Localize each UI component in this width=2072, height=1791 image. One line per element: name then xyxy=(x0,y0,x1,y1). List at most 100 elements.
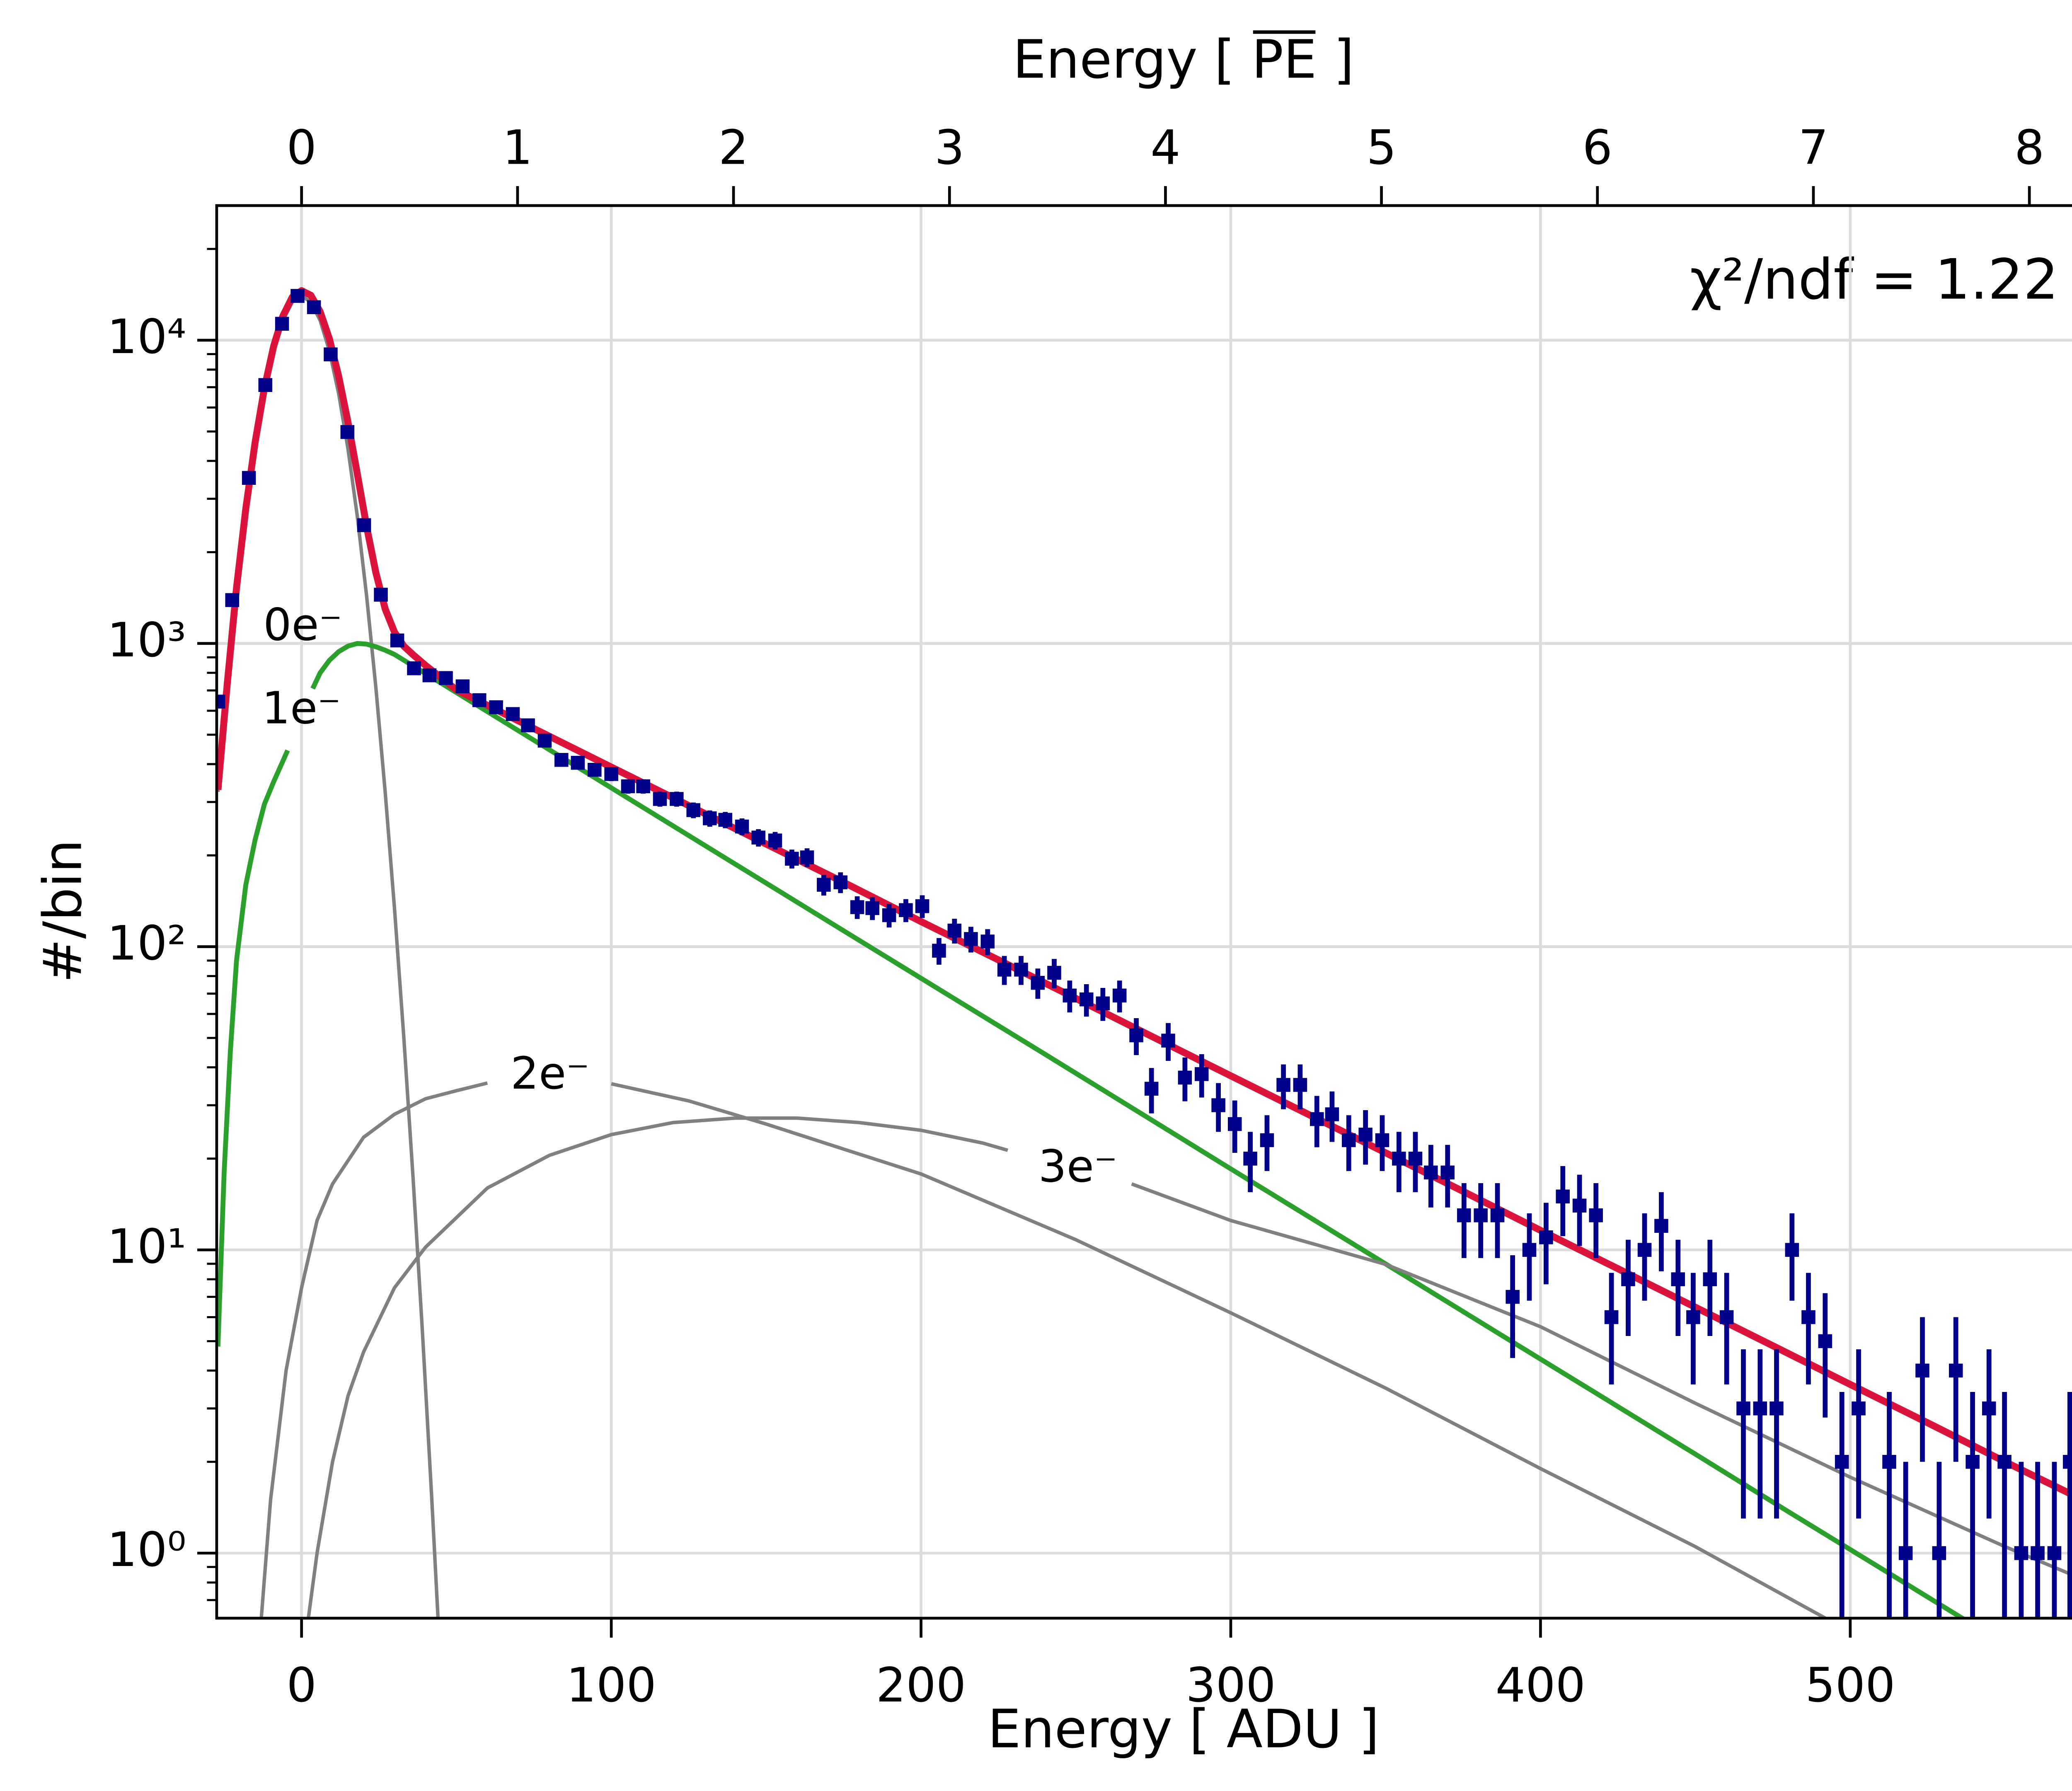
data-point xyxy=(407,661,421,675)
data-point xyxy=(489,700,503,714)
data-point xyxy=(670,792,684,806)
data-point xyxy=(1424,1165,1438,1180)
curve xyxy=(306,1116,2072,1619)
y-axis-label: #/bin xyxy=(33,840,94,983)
data-point xyxy=(1882,1455,1896,1469)
data-point xyxy=(1556,1189,1570,1204)
data-point xyxy=(817,878,831,892)
data-point xyxy=(506,707,520,721)
data-point xyxy=(1031,975,1045,990)
data-point xyxy=(1047,966,1061,980)
data-point xyxy=(1852,1401,1866,1416)
data-point xyxy=(1835,1455,1849,1469)
data-point xyxy=(850,900,864,914)
data-point xyxy=(1572,1198,1587,1213)
x2-label-part: PE xyxy=(1251,29,1317,91)
data-point xyxy=(422,668,437,683)
plot-frame xyxy=(215,204,2072,1620)
data-point xyxy=(947,923,962,938)
data-point xyxy=(604,767,618,781)
data-point xyxy=(1392,1152,1406,1166)
data-point xyxy=(1079,992,1094,1007)
data-point xyxy=(1144,1082,1159,1096)
curve-label: 1e⁻ xyxy=(262,682,341,734)
data-point xyxy=(1243,1152,1257,1166)
data-point xyxy=(2047,1546,2062,1560)
data-point xyxy=(1932,1546,1946,1560)
data-point xyxy=(899,903,913,917)
data-point xyxy=(636,779,650,794)
x2-tick-label: 7 xyxy=(1798,120,1829,175)
data-point xyxy=(1375,1133,1389,1147)
data-point xyxy=(472,693,487,707)
data-point xyxy=(1997,1455,2011,1469)
data-point xyxy=(258,378,273,392)
data-point xyxy=(1440,1165,1455,1180)
curve xyxy=(259,1081,1829,1619)
data-point xyxy=(1506,1290,1520,1304)
data-point xyxy=(865,901,879,915)
data-point xyxy=(653,792,667,806)
data-point xyxy=(1769,1401,1784,1416)
x2-axis-label: Energy [ PE ] xyxy=(1013,29,1354,91)
data-point xyxy=(1965,1455,1980,1469)
data-point xyxy=(1703,1272,1717,1286)
data-point xyxy=(1129,1028,1143,1043)
data-point xyxy=(1818,1334,1832,1348)
data-point xyxy=(374,588,388,602)
data-point xyxy=(882,908,896,922)
y-tick-label: 10⁴ xyxy=(107,309,186,364)
y-tick-label: 10¹ xyxy=(107,1219,186,1274)
data-point xyxy=(2014,1546,2028,1560)
data-point xyxy=(1276,1078,1290,1092)
data-point xyxy=(1671,1272,1685,1286)
data-point xyxy=(1096,996,1110,1011)
data-point xyxy=(340,425,355,439)
data-point xyxy=(1719,1310,1734,1324)
data-point xyxy=(225,593,240,607)
data-point xyxy=(932,944,946,958)
y-tick-label: 10⁰ xyxy=(107,1522,186,1577)
x-tick-label: 100 xyxy=(566,1658,656,1713)
data-point xyxy=(833,875,847,889)
x2-label-part: Energy [ xyxy=(1013,29,1252,91)
x-tick-label: 0 xyxy=(286,1658,317,1713)
data-point xyxy=(1112,988,1127,1003)
data-point xyxy=(1753,1401,1767,1416)
data-point xyxy=(1474,1208,1488,1222)
x-tick-label: 200 xyxy=(876,1658,966,1713)
x2-label-part: ] xyxy=(1317,29,1354,91)
data-point xyxy=(1293,1078,1307,1092)
data-point xyxy=(1325,1107,1339,1121)
data-point xyxy=(439,671,453,685)
data-point xyxy=(1539,1230,1553,1244)
data-point xyxy=(800,850,814,864)
data-point xyxy=(1161,1033,1175,1048)
data-point xyxy=(621,779,635,794)
x-tick-label: 300 xyxy=(1186,1658,1276,1713)
x-tick-label: 500 xyxy=(1805,1658,1895,1713)
curve-label: 3e⁻ xyxy=(1038,1141,1118,1193)
data-point xyxy=(1457,1208,1471,1222)
data-point xyxy=(1898,1546,1913,1560)
data-point xyxy=(2031,1546,2045,1560)
curve xyxy=(216,641,1967,1619)
data-point xyxy=(1408,1152,1423,1166)
data-point xyxy=(686,803,700,817)
data-point xyxy=(275,317,289,331)
data-point xyxy=(964,932,978,946)
data-point xyxy=(2063,1455,2072,1469)
data-point xyxy=(997,963,1012,977)
data-point xyxy=(1686,1310,1700,1324)
data-point xyxy=(1604,1310,1619,1324)
curve-label: 0e⁻ xyxy=(263,599,342,651)
data-point xyxy=(1342,1133,1356,1147)
data-point xyxy=(1358,1128,1372,1142)
data-point xyxy=(1063,988,1077,1003)
data-point xyxy=(768,833,782,847)
data-point xyxy=(588,762,602,777)
data-point xyxy=(1260,1133,1274,1147)
y-tick-label: 10² xyxy=(107,916,186,971)
